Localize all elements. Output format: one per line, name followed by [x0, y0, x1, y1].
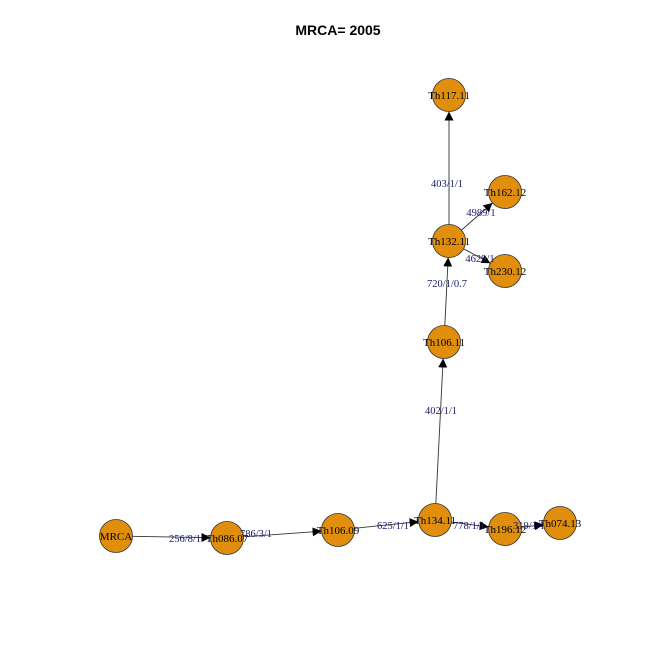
node-circle — [488, 254, 522, 288]
node-circle — [427, 325, 461, 359]
edge-th086-07-to-th106-09 — [243, 527, 322, 538]
edge-label-th106-11-to-th132-11: 720/1/0.7 — [427, 279, 467, 290]
node-label: MRCA — [100, 531, 132, 543]
node-label: Th074.13 — [539, 518, 582, 530]
node-label: Th132.11 — [428, 236, 470, 248]
nodes-layer: MRCA Th086.07 Th106.09 Th134.11 Th196.12 Th07… — [99, 78, 582, 555]
edge-label-th132-11-to-th117-11: 403/1/1 — [431, 179, 463, 190]
node-label: Th162.12 — [484, 187, 526, 199]
node-circle — [432, 78, 466, 112]
edge-label-mrca-to-th086-07: 256/8/1 — [169, 534, 201, 545]
node-label: Th086.07 — [206, 533, 249, 545]
edge-th132-11-to-th162-12 — [461, 202, 493, 231]
edge-th196-12-to-th074-13 — [521, 521, 544, 531]
node-circle — [488, 175, 522, 209]
node-circle — [488, 512, 522, 546]
node-th106-11: Th106.11 — [423, 325, 465, 359]
edge-th106-09-to-th134-11 — [354, 518, 419, 529]
node-circle — [321, 513, 355, 547]
edge-th134-11-to-th196-12 — [451, 521, 489, 531]
edge-label-th196-12-to-th074-13: 319/1/1 — [513, 521, 545, 532]
node-circle — [210, 521, 244, 555]
node-label: Th134.11 — [414, 515, 456, 527]
edge-th106-11-to-th132-11 — [443, 257, 453, 326]
node-label: Th196.12 — [484, 524, 526, 536]
node-th230-12: Th230.12 — [484, 254, 526, 288]
edge-label-th132-11-to-th230-12: 4629/1 — [465, 254, 494, 265]
node-circle — [543, 506, 577, 540]
node-th074-13: Th074.13 — [539, 506, 582, 540]
edge-label-th086-07-to-th106-09: 786/3/1 — [240, 529, 272, 540]
node-label: Th106.09 — [317, 525, 360, 537]
edges-layer — [132, 111, 544, 543]
edge-label-th134-11-to-th106-11: 402/1/1 — [425, 406, 457, 417]
node-circle — [99, 519, 133, 553]
edge-labels-layer: 256/8/1 786/3/1 625/1/1 778/1/1 319/1/1 402/1… — [169, 179, 545, 545]
node-th086-07: Th086.07 — [206, 521, 249, 555]
node-circle — [418, 503, 452, 537]
node-mrca: MRCA — [99, 519, 133, 553]
node-th117-11: Th117.11 — [428, 78, 470, 112]
edge-label-th106-09-to-th134-11: 625/1/1 — [377, 521, 409, 532]
node-th134-11: Th134.11 — [414, 503, 456, 537]
node-th132-11: Th132.11 — [428, 224, 470, 258]
node-th196-12: Th196.12 — [484, 512, 526, 546]
node-th106-09: Th106.09 — [317, 513, 360, 547]
diagram-title: MRCA= 2005 — [295, 22, 380, 38]
edge-mrca-to-th086-07 — [132, 533, 211, 543]
node-label: Th106.11 — [423, 337, 465, 349]
edge-th132-11-to-th230-12 — [463, 248, 491, 264]
node-label: Th117.11 — [428, 90, 470, 102]
edge-label-th134-11-to-th196-12: 778/1/1 — [453, 521, 485, 532]
node-th162-12: Th162.12 — [484, 175, 526, 209]
node-circle — [432, 224, 466, 258]
edge-label-th132-11-to-th162-12: 4989/1 — [466, 208, 495, 219]
node-label: Th230.12 — [484, 266, 526, 278]
edge-th134-11-to-th106-11 — [435, 358, 448, 504]
